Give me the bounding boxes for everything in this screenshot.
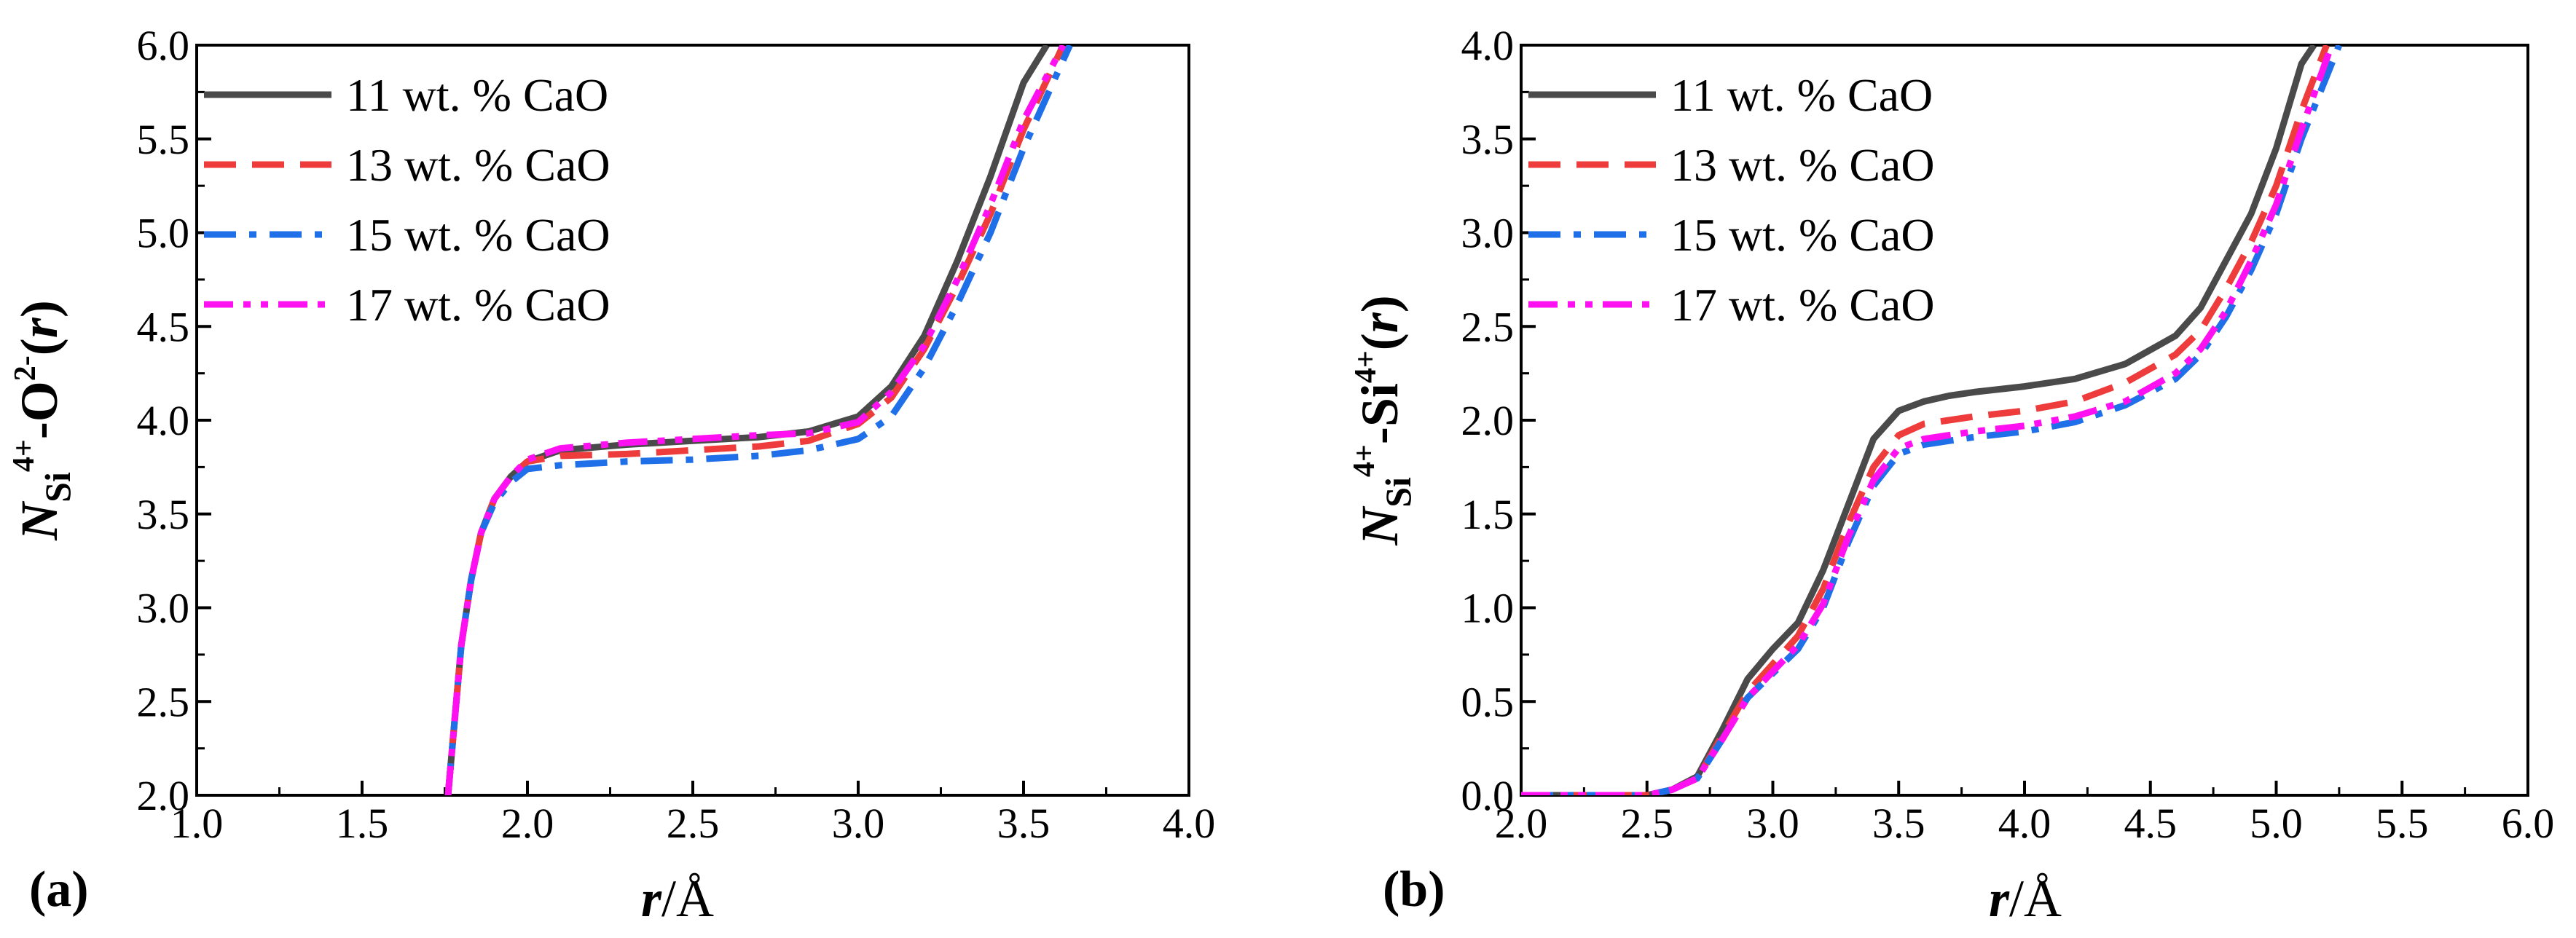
ticks-a: 1.0 1.5 2.0 2.5 3.0 3.5 4.0 2.0 2.5 3.0 3.5 4.0 4.5 5…	[137, 22, 1216, 847]
y-tick-label: 2.0	[1461, 397, 1515, 444]
ylabel-a-sub1: Si	[37, 472, 78, 502]
y-tick-label: 2.5	[1461, 303, 1515, 350]
ylabel-b: NSi4+-Si4+(r)	[1348, 295, 1418, 546]
x-tick-label: 3.0	[1746, 800, 1799, 847]
series-lines-a	[444, 45, 1073, 795]
xlabel-b-var: r	[1989, 870, 2010, 928]
y-tick-label: 4.0	[1461, 22, 1515, 69]
legend-label-15: 15 wt. % CaO	[1670, 209, 1935, 261]
series-line-17-wt-cao	[444, 45, 1067, 795]
x-tick-label: 2.0	[501, 800, 554, 847]
y-tick-label: 5.5	[137, 116, 190, 163]
xlabel-b-unit: /Å	[2009, 870, 2062, 928]
ylabel-a-close: )	[10, 300, 68, 318]
ylabel-b-open: (	[1351, 333, 1409, 350]
x-tick-label: 4.5	[2124, 800, 2178, 847]
y-tick-label: 1.0	[1461, 585, 1515, 632]
chart-panel-b: 2.0 2.5 3.0 3.5 4.0 4.5 5.0 5.5 6.0 0.0 0.5 1.0 1.5 2…	[1348, 22, 2554, 928]
legend-label-17: 17 wt. % CaO	[346, 279, 610, 331]
x-tick-label: 2.5	[1621, 800, 1674, 847]
legend-label-15: 15 wt. % CaO	[346, 209, 610, 261]
x-tick-label: 5.5	[2376, 800, 2429, 847]
xlabel-b: r/Å	[1989, 870, 2062, 928]
ylabel-b-sup1: 4+	[1348, 444, 1381, 477]
legend-label-17: 17 wt. % CaO	[1670, 279, 1935, 331]
legend-label-13: 13 wt. % CaO	[346, 139, 610, 191]
x-tick-label: 4.0	[1163, 800, 1216, 847]
series-lines-b	[1521, 45, 2343, 795]
y-tick-label: 4.5	[137, 303, 190, 350]
y-tick-label: 2.0	[137, 772, 190, 819]
ylabel-a-r: r	[10, 317, 68, 338]
y-tick-label: 3.5	[1461, 116, 1515, 163]
ylabel-b-sub1: Si	[1378, 477, 1418, 508]
y-tick-label: 0.0	[1461, 772, 1515, 819]
y-tick-label: 2.5	[137, 678, 190, 725]
legend-label-11: 11 wt. % CaO	[346, 69, 608, 121]
ylabel-b-mid: -Si	[1351, 383, 1409, 444]
ylabel-a-sup1: 4+	[7, 439, 41, 472]
ylabel-b-r: r	[1351, 312, 1409, 333]
series-line-11-wt-cao	[1521, 45, 2317, 795]
legend-b: 11 wt. % CaO 13 wt. % CaO 15 wt. % CaO 17 w…	[1528, 69, 1935, 331]
ylabel-a-open: (	[10, 338, 68, 355]
y-tick-label: 1.5	[1461, 491, 1515, 538]
panel-label-a: (a)	[29, 862, 89, 918]
legend-label-13: 13 wt. % CaO	[1670, 139, 1935, 191]
x-tick-label: 3.5	[997, 800, 1051, 847]
legend-a: 11 wt. % CaO 13 wt. % CaO 15 wt. % CaO 17 w…	[204, 69, 610, 331]
y-tick-label: 3.0	[1461, 210, 1515, 257]
x-tick-label: 4.0	[1998, 800, 2051, 847]
ylabel-b-n: N	[1351, 505, 1409, 546]
x-tick-label: 3.0	[832, 800, 885, 847]
y-tick-label: 0.5	[1461, 678, 1515, 725]
y-tick-label: 5.0	[137, 210, 190, 257]
x-tick-label: 1.5	[336, 800, 389, 847]
legend-label-11: 11 wt. % CaO	[1670, 69, 1933, 121]
series-line-17-wt-cao	[1521, 45, 2335, 795]
ylabel-a: NSi4+-O2-(r)	[7, 300, 78, 541]
panel-label-b: (b)	[1383, 862, 1445, 918]
x-tick-label: 3.5	[1872, 800, 1925, 847]
y-tick-label: 6.0	[137, 22, 190, 69]
ylabel-b-sup2: 4+	[1349, 350, 1383, 383]
x-tick-label: 5.0	[2250, 800, 2303, 847]
x-tick-label: 1.0	[170, 800, 224, 847]
x-tick-label: 2.0	[1495, 800, 1548, 847]
ylabel-b-close: )	[1351, 295, 1409, 312]
series-line-13-wt-cao	[1521, 45, 2330, 795]
y-tick-label: 3.5	[137, 491, 190, 538]
ylabel-a-sup2: 2-	[9, 355, 42, 381]
x-tick-label: 2.5	[667, 800, 720, 847]
x-tick-label: 6.0	[2502, 800, 2555, 847]
xlabel-a-unit: /Å	[661, 870, 714, 928]
ylabel-a-mid: -O	[10, 381, 68, 439]
ylabel-a-n: N	[10, 500, 68, 541]
xlabel-a: r/Å	[641, 870, 714, 928]
ticks-b: 2.0 2.5 3.0 3.5 4.0 4.5 5.0 5.5 6.0 0.0 0.5 1.0 1.5 2…	[1461, 22, 2555, 847]
y-tick-label: 4.0	[137, 397, 190, 444]
xlabel-a-var: r	[641, 870, 662, 928]
chart-panel-a: 1.0 1.5 2.0 2.5 3.0 3.5 4.0 2.0 2.5 3.0 3.5 4.0 4.5 5…	[7, 22, 1215, 928]
y-tick-label: 3.0	[137, 585, 190, 632]
